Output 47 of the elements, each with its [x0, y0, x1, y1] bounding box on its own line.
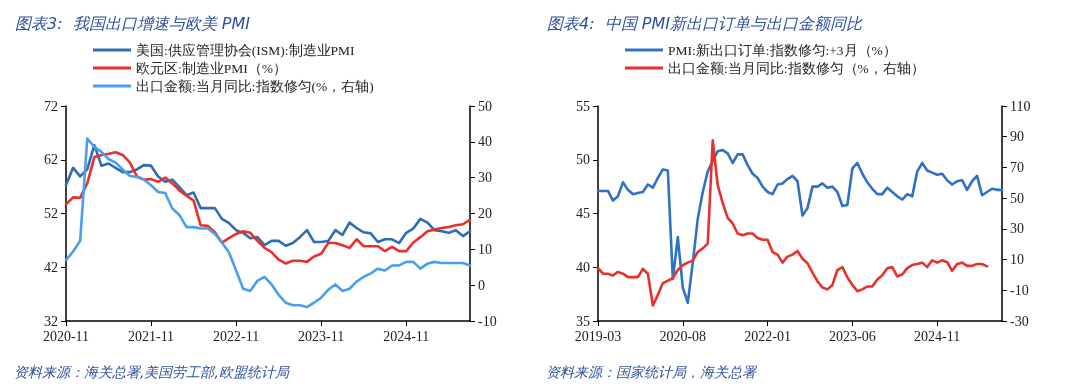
y2-tick-label: 70	[1010, 159, 1024, 175]
x-tick-label: 2023-11	[298, 328, 345, 344]
y2-tick-label: 30	[478, 170, 492, 186]
y2-tick-label: 50	[1010, 190, 1024, 206]
y2-tick-label: 40	[478, 134, 492, 150]
y-tick-label: 52	[44, 206, 58, 221]
x-tick-label: 2019-03	[574, 328, 622, 344]
y2-tick-label: 30	[1010, 221, 1024, 237]
legend-label: 美国:供应管理协会(ISM):制造业PMI	[136, 42, 356, 58]
x-tick-label: 2020-08	[659, 328, 707, 344]
y2-tick-label: -30	[1010, 313, 1029, 329]
line-series	[64, 143, 472, 248]
x-tick-label: 2021-11	[127, 328, 175, 344]
legend-label: 欧元区:制造业PMI（%）	[136, 60, 288, 76]
chart-title: 图表3: 我国出口增速与欧美 PMI	[15, 13, 251, 33]
line-series	[64, 150, 472, 265]
legend-label: 出口金额:当月同比:指数修匀(%，右轴)	[136, 78, 374, 94]
y2-tick-label: 50	[478, 98, 492, 114]
x-tick-label: 2024-11	[383, 328, 430, 344]
y-tick-label: 55	[576, 98, 590, 114]
y2-tick-label: 0	[478, 277, 485, 293]
y2-tick-label: -10	[478, 313, 497, 329]
x-tick-label: 2022-01	[744, 328, 791, 344]
text: 资料来源：海关总署,美国劳工部,欧盟统计局	[14, 364, 290, 380]
y2-tick-label: 110	[1010, 98, 1031, 114]
y-tick-label: 45	[576, 206, 590, 221]
y-tick-label: 72	[44, 98, 58, 114]
x-tick-label: 2023-06	[829, 328, 876, 344]
y2-tick-label: 90	[1010, 129, 1024, 145]
y-tick-label: 42	[44, 259, 58, 275]
x-tick-label: 2020-11	[42, 328, 90, 344]
y-tick-label: 35	[576, 313, 590, 329]
x-tick-label: 2022-11	[213, 328, 260, 344]
y2-tick-label: 20	[478, 206, 492, 221]
y-tick-label: 62	[44, 152, 58, 168]
y2-tick-label: -10	[1010, 282, 1029, 298]
legend-label: 出口金额:当月同比:指数修匀（%，右轴）	[668, 60, 925, 76]
y-tick-label: 40	[576, 259, 590, 275]
y-tick-label: 32	[44, 313, 58, 329]
x-tick-label: 2024-11	[914, 328, 961, 344]
chart-title: 图表4: 中国 PMI新出口订单与出口金额同比	[547, 13, 863, 33]
line-series	[64, 137, 472, 309]
y2-tick-label: 10	[478, 241, 492, 257]
legend-label: PMI:新出口订单:指数修匀:+3月（%）	[668, 42, 897, 58]
y-tick-label: 50	[576, 152, 590, 168]
y2-tick-label: 10	[1010, 252, 1024, 268]
text: 资料来源：国家统计局，海关总署	[546, 364, 758, 380]
